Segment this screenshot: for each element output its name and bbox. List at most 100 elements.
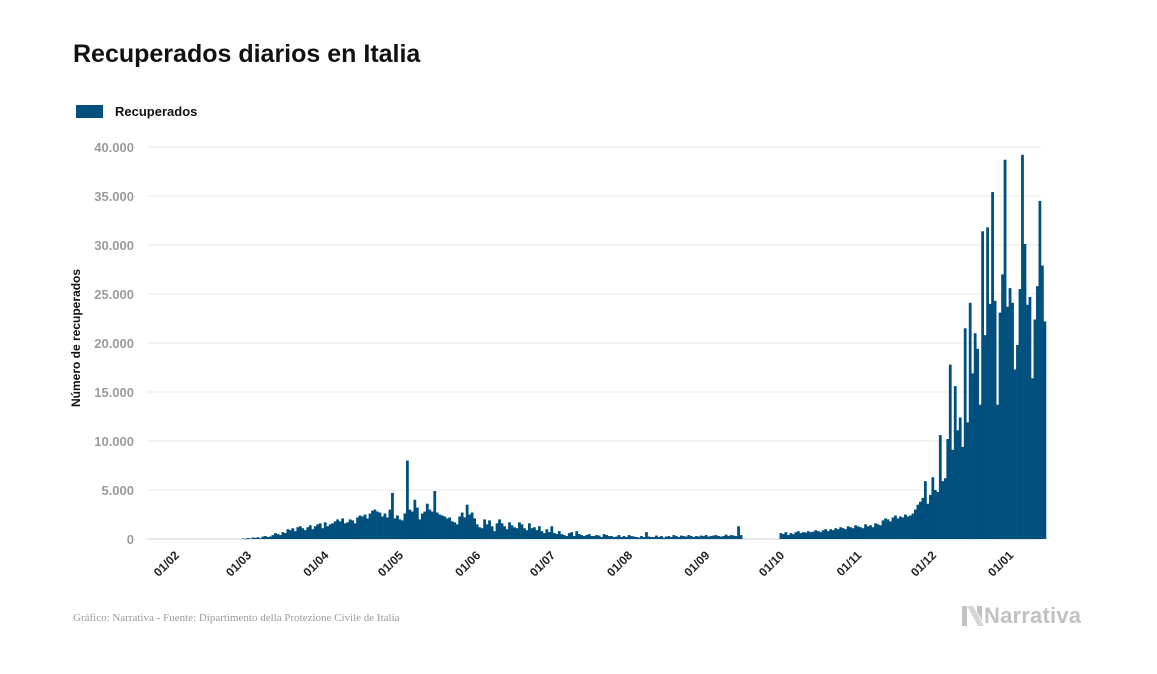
bar [293, 531, 297, 539]
bar [901, 517, 905, 539]
bar [809, 532, 813, 539]
bar [998, 312, 1002, 539]
bar [555, 534, 559, 539]
bar [433, 490, 437, 539]
bar [981, 231, 985, 539]
bar [1018, 289, 1022, 539]
bar [241, 538, 245, 540]
source-note: Gráfico: Narrativa - Fuente: Dipartiment… [73, 612, 400, 624]
bar [841, 528, 845, 539]
bar [806, 531, 810, 539]
bar [996, 404, 999, 539]
bar [719, 536, 723, 539]
y-tick-label: 25.000 [94, 287, 134, 302]
bar [358, 515, 362, 539]
bar [303, 530, 307, 539]
bar [498, 519, 501, 539]
bar [1036, 286, 1039, 539]
x-tick-label: 01/05 [375, 548, 406, 579]
bar [804, 532, 808, 539]
bar [884, 518, 887, 539]
bar [953, 386, 957, 539]
bar [610, 536, 613, 539]
bar [386, 517, 389, 539]
bar [1031, 378, 1034, 539]
bar [565, 536, 569, 539]
bar [894, 515, 897, 539]
bar [301, 528, 305, 539]
bar [627, 535, 631, 539]
bar [291, 528, 295, 539]
bar [874, 523, 877, 539]
bar [470, 512, 474, 539]
bar [951, 449, 955, 539]
bar [244, 538, 247, 540]
bar [904, 514, 907, 539]
bar [926, 503, 930, 539]
bar [428, 509, 432, 539]
bar [976, 348, 980, 539]
bar [814, 530, 818, 539]
bar [378, 512, 382, 539]
bar [326, 526, 330, 539]
bar [829, 529, 833, 539]
bar [453, 522, 457, 539]
bar [861, 528, 865, 539]
bar [448, 517, 452, 539]
bar [971, 373, 975, 539]
bar [966, 422, 970, 539]
bar [430, 511, 434, 539]
bar [249, 538, 252, 540]
bar [366, 518, 369, 539]
bar [662, 537, 666, 539]
bar [1026, 304, 1029, 539]
brand-name: Narrativa [984, 603, 1082, 628]
bar [916, 504, 920, 539]
bar [388, 509, 392, 539]
bar [274, 533, 277, 539]
bar [948, 364, 952, 539]
bar [582, 536, 586, 539]
bar [946, 439, 950, 539]
bar [376, 511, 379, 539]
bar [572, 536, 576, 539]
bar [709, 536, 713, 539]
bar [420, 513, 424, 539]
y-tick-label: 40.000 [94, 140, 134, 155]
bar [351, 520, 354, 539]
bar [443, 516, 447, 539]
bar [552, 533, 556, 539]
bar [622, 536, 626, 539]
bar [500, 523, 504, 539]
bar [712, 535, 716, 539]
bar [779, 533, 783, 539]
legend-label: Recuperados [115, 104, 198, 119]
bar [313, 526, 317, 539]
bar [856, 526, 860, 539]
bar [630, 536, 633, 539]
bar [328, 524, 332, 539]
bar [694, 536, 698, 539]
bar [567, 533, 571, 539]
bar [523, 528, 526, 539]
bar [306, 527, 310, 539]
bar [923, 481, 927, 539]
bar [794, 532, 798, 539]
bar [575, 531, 579, 539]
bar [906, 516, 910, 539]
bar [938, 435, 942, 539]
bar [460, 512, 464, 539]
bar [620, 537, 623, 539]
bar [968, 302, 972, 539]
bar [298, 526, 302, 539]
bar [859, 527, 862, 539]
bar [283, 533, 287, 539]
bar [296, 527, 300, 539]
bar [836, 529, 840, 539]
bar [410, 511, 414, 539]
bar [983, 335, 987, 539]
bar [590, 536, 594, 539]
bar [465, 504, 469, 539]
bar [1008, 288, 1012, 539]
